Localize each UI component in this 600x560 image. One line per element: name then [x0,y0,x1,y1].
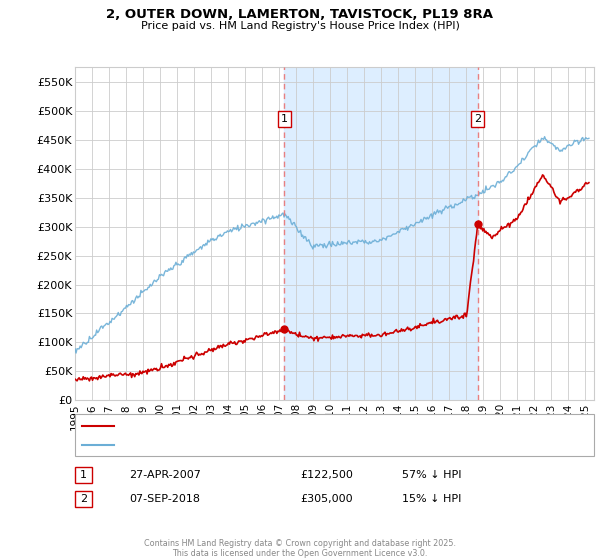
Text: HPI: Average price, detached house, West Devon: HPI: Average price, detached house, West… [119,440,363,450]
Bar [284,67,478,400]
Text: £122,500: £122,500 [300,470,353,480]
Text: 07-SEP-2018: 07-SEP-2018 [129,494,200,504]
Text: 15% ↓ HPI: 15% ↓ HPI [402,494,461,504]
Text: £305,000: £305,000 [300,494,353,504]
Text: 2, OUTER DOWN, LAMERTON, TAVISTOCK, PL19 8RA: 2, OUTER DOWN, LAMERTON, TAVISTOCK, PL19… [107,8,493,21]
Text: 1: 1 [80,470,87,480]
Text: 27-APR-2007: 27-APR-2007 [129,470,201,480]
Text: 57% ↓ HPI: 57% ↓ HPI [402,470,461,480]
Text: 2: 2 [80,494,87,504]
Text: Price paid vs. HM Land Registry's House Price Index (HPI): Price paid vs. HM Land Registry's House … [140,21,460,31]
Text: 1: 1 [281,114,288,124]
Text: Contains HM Land Registry data © Crown copyright and database right 2025.
This d: Contains HM Land Registry data © Crown c… [144,539,456,558]
Text: 2, OUTER DOWN, LAMERTON, TAVISTOCK, PL19 8RA (detached house): 2, OUTER DOWN, LAMERTON, TAVISTOCK, PL19… [119,421,468,431]
Text: 2: 2 [474,114,481,124]
